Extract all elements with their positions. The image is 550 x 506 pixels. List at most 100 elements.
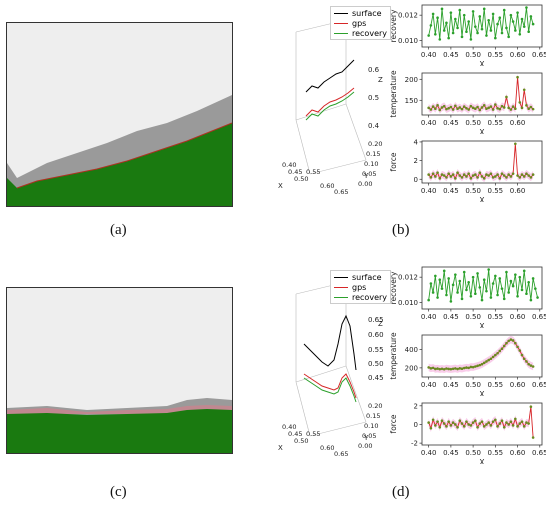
data-point	[511, 284, 515, 288]
data-point	[471, 365, 475, 369]
panel-a-surface-fill	[7, 95, 232, 206]
data-point	[456, 107, 459, 110]
y-axis-label: temperature	[389, 332, 398, 380]
data-point	[471, 10, 475, 13]
data-point	[471, 275, 475, 279]
panel-b-xticklabel: 0.55	[306, 168, 320, 176]
x-tick-label: 0.55	[488, 51, 504, 59]
panel-d-zlabel: Z	[378, 320, 383, 328]
panel-a-green-surface	[7, 123, 232, 206]
x-tick-label: 0.40	[421, 51, 437, 59]
x-tick-label: 0.50	[465, 51, 481, 59]
data-point	[531, 277, 535, 280]
uncertainty-band	[428, 73, 534, 114]
data-point	[489, 105, 493, 108]
data-point	[447, 106, 450, 110]
uncertainty-band	[428, 335, 534, 374]
caption-b: (b)	[392, 222, 410, 238]
data-point	[474, 173, 477, 176]
data-point	[482, 425, 486, 428]
data-point	[502, 425, 506, 429]
data-point	[500, 347, 504, 350]
x-axis-label: X	[479, 128, 484, 134]
x-tick-label: 0.60	[510, 187, 526, 195]
data-point	[478, 108, 482, 112]
data-point	[429, 282, 433, 285]
panel-c-green-surface	[7, 409, 232, 453]
data-point	[467, 366, 470, 370]
data-point	[482, 361, 486, 365]
data-point	[451, 283, 455, 287]
data-point	[445, 21, 448, 25]
data-point	[529, 364, 533, 367]
data-point	[434, 424, 437, 427]
panel-d-yticklabel: 0.10	[364, 422, 378, 430]
data-point	[469, 365, 473, 369]
panel-d-ylabel: Y	[363, 434, 369, 442]
data-point	[491, 108, 495, 111]
data-point	[487, 268, 490, 271]
data-point	[456, 367, 459, 371]
data-point	[531, 107, 535, 111]
data-point	[431, 105, 435, 108]
x-tick-label: 0.45	[443, 381, 459, 389]
data-point	[496, 106, 499, 110]
data-point	[485, 289, 488, 293]
panel-b-recovery-chart: 0.40 0.45 0.50 0.55 0.60 0.65 0.010 0.012 Xrecov…	[389, 4, 546, 66]
data-point	[500, 419, 504, 423]
data-point	[476, 31, 479, 35]
panel-b-xticklabel: 0.65	[334, 188, 348, 196]
data-point	[527, 422, 530, 425]
y-tick-label: 0	[414, 176, 418, 184]
data-point	[478, 422, 482, 425]
data-point	[469, 177, 473, 180]
data-point	[436, 16, 439, 20]
data-point	[460, 367, 464, 370]
x-tick-label: 0.60	[510, 313, 526, 321]
data-point	[522, 269, 526, 273]
legend-swatch-gps	[334, 286, 348, 288]
data-point	[458, 279, 462, 283]
data-point	[447, 36, 450, 40]
panel-d-3d-plot: Z 0.65 0.60 0.55 0.50 0.45 0.20 0.15 0.1…	[278, 281, 384, 458]
x-tick-label: 0.50	[465, 449, 481, 457]
data-point	[520, 420, 524, 423]
data-point	[458, 106, 462, 109]
data-point	[507, 35, 510, 39]
data-point	[436, 296, 439, 299]
x-tick-label: 0.55	[488, 449, 504, 457]
data-point	[449, 424, 453, 427]
legend-swatch-recovery	[334, 296, 348, 298]
data-point	[476, 105, 479, 109]
data-point	[520, 173, 524, 176]
panel-d-zticklabel: 0.50	[368, 360, 384, 368]
x-axis-label: X	[479, 60, 484, 66]
data-point	[525, 360, 528, 363]
x-axis-label: X	[479, 322, 484, 328]
x-tick-label: 0.40	[421, 119, 437, 127]
data-point	[449, 300, 453, 303]
data-point	[445, 425, 448, 428]
data-point	[458, 367, 462, 370]
data-point	[456, 171, 459, 175]
legend-swatch-surface	[334, 12, 348, 14]
data-point	[536, 296, 539, 299]
data-point	[474, 292, 477, 296]
data-point	[462, 13, 466, 17]
y-axis-label: recovery	[389, 271, 398, 304]
data-point	[478, 286, 482, 289]
data-point	[496, 293, 499, 297]
x-tick-label: 0.50	[465, 313, 481, 321]
caption-a: (a)	[110, 222, 127, 238]
data-point	[456, 26, 459, 30]
data-point	[507, 423, 510, 426]
data-point	[531, 436, 535, 439]
x-tick-label: 0.60	[510, 119, 526, 127]
data-point	[509, 420, 513, 423]
data-point	[460, 422, 464, 425]
data-point	[491, 420, 495, 423]
data-point	[496, 173, 499, 176]
data-point	[500, 31, 504, 35]
data-point	[489, 424, 493, 427]
